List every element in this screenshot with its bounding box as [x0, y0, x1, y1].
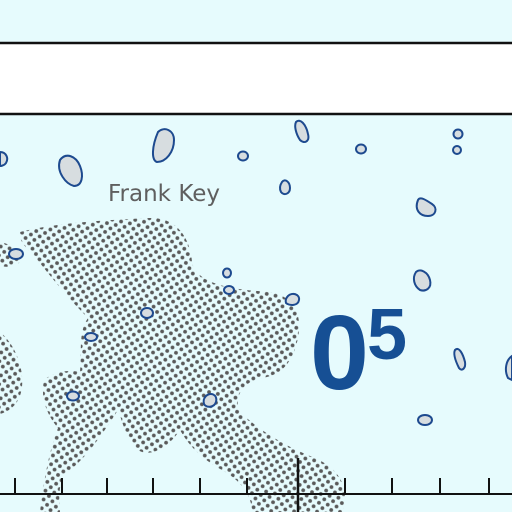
islet [237, 150, 249, 162]
islet [223, 285, 235, 295]
shoal-area-main [19, 217, 345, 512]
depth-sounding-label: 05 [310, 299, 407, 406]
islet [452, 145, 462, 155]
islet [278, 179, 292, 196]
islet [84, 332, 98, 342]
islet [452, 128, 464, 140]
islet [294, 119, 310, 143]
islet [222, 267, 232, 279]
islet [417, 414, 433, 426]
depth-sounding-major: 0 [310, 294, 369, 412]
islet [58, 154, 83, 188]
islet [284, 292, 301, 306]
islet [0, 150, 9, 168]
islet [412, 269, 432, 292]
islet [202, 393, 218, 408]
islet [415, 197, 437, 218]
shoal-area-left [0, 332, 23, 414]
scale-bar [0, 458, 512, 512]
islet [8, 248, 24, 260]
islet [66, 390, 80, 402]
islet-group [0, 119, 512, 426]
depth-sounding-minor: 5 [366, 295, 407, 375]
islet [453, 348, 467, 371]
place-label-frank-key: Frank Key [108, 181, 221, 207]
header-band [0, 43, 512, 115]
islet [355, 143, 367, 155]
islet [152, 128, 176, 164]
islet [504, 354, 512, 382]
islet [140, 307, 154, 319]
